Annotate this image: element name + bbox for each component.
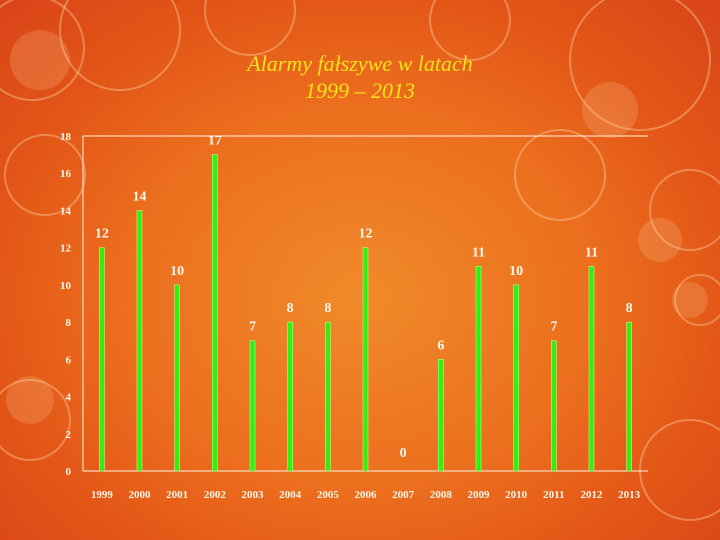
x-tick-label-2011: 2011: [543, 489, 564, 501]
x-tick-label-2000: 2000: [129, 489, 152, 501]
bar-2011: [551, 340, 557, 472]
bar-2000: [136, 210, 143, 472]
x-tick-label-2004: 2004: [279, 489, 302, 501]
y-tick-label: 6: [66, 354, 72, 366]
x-tick-label-2005: 2005: [317, 489, 340, 501]
y-tick-label: 0: [66, 466, 72, 478]
x-tick-label-2002: 2002: [204, 489, 227, 501]
x-tick-label-1999: 1999: [91, 489, 114, 501]
x-tick-label-2013: 2013: [618, 489, 641, 501]
bar-2002: [212, 154, 218, 472]
chart-title-line2: 1999 – 2013: [305, 78, 415, 103]
bar-2010: [513, 284, 519, 472]
data-label-2010: 10: [509, 264, 523, 279]
data-label-2000: 14: [133, 189, 147, 204]
bar-2006: [362, 247, 369, 472]
x-tick-label-2001: 2001: [166, 489, 188, 501]
data-label-2009: 11: [472, 245, 485, 260]
x-tick-label-2012: 2012: [581, 489, 604, 501]
x-tick-label-2009: 2009: [468, 489, 491, 501]
chart-title-line1: Alarmy fałszywe w latach: [247, 51, 473, 76]
bar-series: [99, 154, 632, 472]
data-label-2011: 7: [550, 320, 557, 335]
y-tick-label: 16: [60, 168, 72, 180]
x-axis-ticks: 1999 2000 2001 2002 2003 2004 2005 2006 2007 2008…: [91, 489, 641, 501]
bar-2013: [626, 321, 632, 472]
y-tick-label: 14: [60, 205, 72, 217]
data-label-2005: 8: [324, 301, 331, 316]
x-tick-label-2010: 2010: [505, 489, 528, 501]
y-tick-label: 4: [66, 392, 72, 404]
data-label-2007: 0: [400, 446, 407, 461]
y-axis-ticks: 0 2 4 6 8 10 12 14 16 18: [60, 131, 72, 478]
bar-2009: [475, 265, 482, 472]
data-label-2004: 8: [287, 301, 294, 316]
bar-1999: [99, 247, 105, 472]
data-label-2008: 6: [437, 338, 444, 353]
y-tick-label: 2: [66, 429, 72, 441]
bar-2001: [174, 284, 180, 472]
data-label-1999: 12: [95, 227, 109, 242]
x-tick-label-2008: 2008: [430, 489, 453, 501]
data-label-2001: 10: [170, 264, 184, 279]
chart-title: Alarmy fałszywe w latach 1999 – 2013: [0, 50, 720, 104]
bar-2004: [287, 321, 293, 472]
bar-2008: [438, 359, 444, 472]
y-tick-label: 12: [60, 243, 72, 255]
data-label-2012: 11: [585, 245, 598, 260]
data-label-2006: 12: [359, 227, 373, 242]
y-tick-label: 8: [66, 317, 72, 329]
x-tick-label-2003: 2003: [242, 489, 265, 501]
y-tick-label: 10: [60, 280, 72, 292]
x-tick-label-2007: 2007: [392, 489, 415, 501]
data-label-2013: 8: [626, 301, 633, 316]
data-label-2002: 17: [208, 134, 222, 149]
data-labels: 12 14 10 17 7 8 8 12 0 6 11 10 7 11 8: [95, 134, 633, 461]
x-tick-label-2006: 2006: [355, 489, 378, 501]
bar-2005: [325, 321, 331, 472]
data-label-2003: 7: [249, 320, 256, 335]
bar-2003: [249, 340, 256, 472]
bar-2012: [588, 265, 595, 472]
y-tick-label: 18: [60, 131, 72, 143]
